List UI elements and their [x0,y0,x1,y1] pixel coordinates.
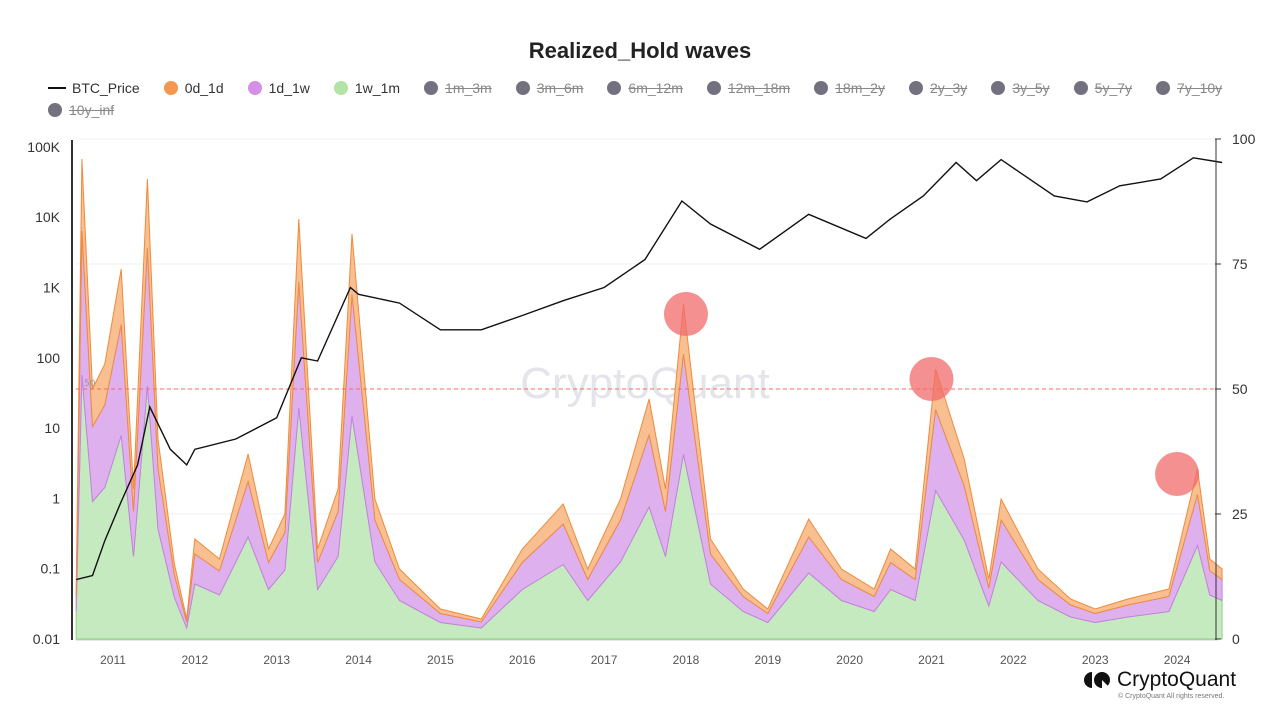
legend-marker [424,81,439,95]
legend-label: 2y_3y [929,80,968,96]
left-axis-tick-label: 10K [35,209,61,225]
left-axis-tick-label: 1K [43,280,61,296]
x-axis-tick-label: 2011 [100,653,126,667]
cryptoquant-logo: CryptoQuant [1084,668,1236,692]
btc-price-line [76,157,1223,581]
legend-item-10y-inf[interactable]: 10y_inf [48,100,114,120]
x-axis-tick-label: 2014 [345,653,372,667]
left-axis-tick-label: 1 [52,490,60,506]
legend-label: 10y_inf [69,102,115,118]
legend-item-1d-1w[interactable]: 1d_1w [247,78,310,98]
legend-item-1w-1m[interactable]: 1w_1m [333,78,401,98]
area-0d-1d [75,158,1223,623]
legend-item-btc-price[interactable]: BTC_Price [48,78,140,98]
legend-item-12m-18m[interactable]: 12m_18m [706,78,791,98]
reference-line-label: 50 [84,379,96,389]
legend-marker [515,81,530,95]
legend-item-2y-3y[interactable]: 2y_3y [908,78,968,98]
legend-marker [1156,81,1171,95]
legend-marker [48,103,62,117]
left-axis-tick-label: 100 [37,350,61,366]
left-axis-tick-label: 0.1 [41,561,61,577]
logo-text: CryptoQuant [1117,668,1237,691]
right-axis-tick-label: 75 [1232,256,1248,272]
x-axis-tick-label: 2021 [918,653,945,667]
legend-marker [48,87,66,89]
legend-marker [908,81,923,95]
highlight-circle [663,292,708,336]
copyright: © CryptoQuant All rights reserved. [1118,693,1225,700]
legend-marker [814,81,829,95]
x-axis-tick-label: 2022 [1000,653,1027,667]
legend-item-3m-6m[interactable]: 3m_6m [515,78,584,98]
x-axis-tick-label: 2019 [754,653,781,667]
left-axis-tick-label: 100K [27,139,60,155]
x-axis-tick-label: 2016 [509,653,536,667]
x-axis-tick-label: 2013 [263,653,290,667]
legend-label: 1w_1m [354,80,401,96]
legend-label: 18m_2y [835,80,885,96]
x-axis-tick-label: 2020 [836,653,863,667]
legend-label: 5y_7y [1094,80,1133,96]
legend-label: 12m_18m [727,80,791,96]
x-axis-tick-label: 2024 [1164,653,1191,667]
highlight-circle [1155,452,1200,496]
right-axis-tick-label: 0 [1232,631,1240,647]
watermark: CryptoQuant [520,359,769,408]
legend-item-18m-2y[interactable]: 18m_2y [814,78,885,98]
x-axis-tick-label: 2012 [181,653,208,667]
legend: BTC_Price 0d_1d 1d_1w 1w_1m 1m_3m 3m_6m 6m_12m… [48,78,1248,120]
legend-marker [333,81,348,95]
right-axis-tick-label: 50 [1232,381,1248,397]
left-axis-tick-label: 10 [44,420,60,436]
x-axis-tick-label: 2023 [1082,653,1109,667]
left-axis-tick-label: 0.01 [33,631,60,647]
legend-item-5y-7y[interactable]: 5y_7y [1073,78,1133,98]
legend-item-3y-5y[interactable]: 3y_5y [991,78,1050,98]
legend-marker [1073,81,1088,95]
x-axis-tick-label: 2018 [673,653,700,667]
x-axis-tick-label: 2017 [591,653,618,667]
x-axis-tick-label: 2015 [427,653,454,667]
legend-marker [706,81,721,95]
legend-label: BTC_Price [72,80,140,96]
legend-label: 7y_10y [1177,80,1223,96]
legend-item-0d-1d[interactable]: 0d_1d [163,78,224,98]
legend-marker [607,81,622,95]
legend-label: 6m_12m [628,80,683,96]
legend-label: 3m_6m [536,80,584,96]
legend-marker [163,81,178,95]
legend-item-1m-3m[interactable]: 1m_3m [424,78,492,98]
legend-item-6m-12m[interactable]: 6m_12m [607,78,683,98]
legend-label: 1d_1w [268,80,310,96]
legend-marker [247,81,262,95]
chart-title: Realized_Hold waves [528,38,752,63]
cryptoquant-logo-icon [1084,672,1110,688]
legend-label: 1m_3m [445,80,492,96]
highlight-circle [909,357,954,401]
legend-label: 3y_5y [1012,80,1050,96]
legend-label: 0d_1d [184,80,224,96]
right-axis-tick-label: 100 [1232,131,1256,147]
right-axis-tick-label: 25 [1232,506,1248,522]
legend-marker [991,81,1006,95]
legend-item-7y-10y[interactable]: 7y_10y [1156,78,1222,98]
